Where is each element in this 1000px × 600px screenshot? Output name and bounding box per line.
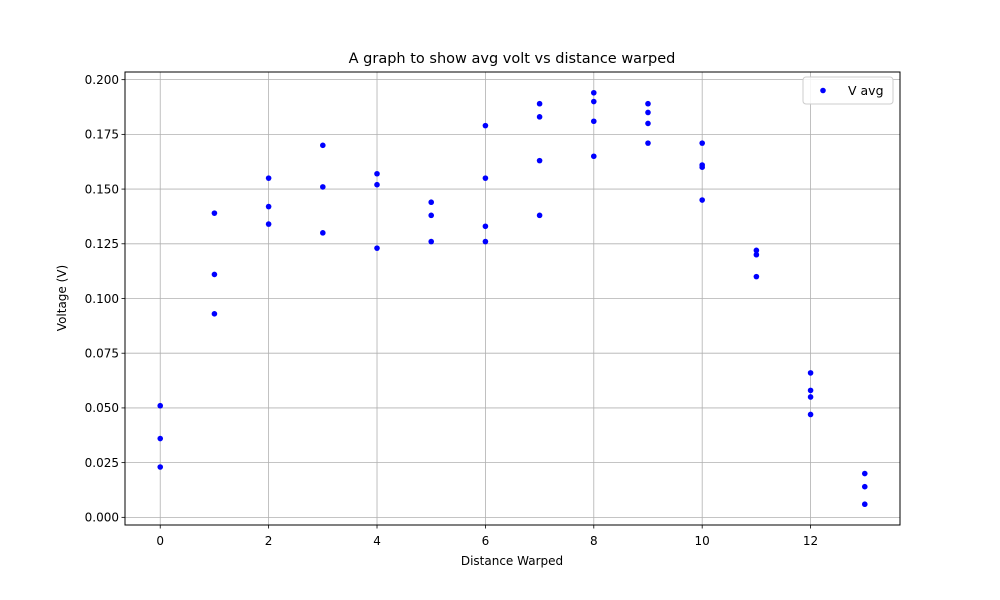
x-tick-label: 4 [373, 534, 381, 548]
data-point [320, 230, 326, 236]
legend: V avg [802, 76, 894, 105]
data-point [645, 120, 651, 127]
chart-title: A graph to show avg volt vs distance war… [349, 51, 676, 67]
data-point [645, 140, 651, 146]
data-point [428, 238, 435, 245]
data-point [265, 221, 272, 227]
data-point [374, 245, 380, 251]
data-point [211, 271, 218, 278]
data-point [265, 203, 272, 210]
data-point [807, 370, 814, 376]
data-point [861, 501, 868, 508]
x-tick-label: 10 [695, 534, 710, 548]
x-tick-label: 8 [590, 534, 598, 548]
data-point [699, 164, 705, 170]
y-tick-label: 0.125 [85, 237, 119, 251]
y-tick-label: 0.075 [85, 347, 119, 361]
data-point [428, 199, 435, 206]
data-point [265, 175, 272, 181]
legend-marker [820, 87, 826, 94]
y-tick-label: 0.025 [85, 456, 119, 470]
x-tick-label: 2 [265, 534, 273, 548]
data-point [536, 157, 543, 164]
data-point [699, 197, 705, 203]
data-point [590, 98, 597, 105]
data-point [753, 251, 760, 258]
data-point [211, 311, 218, 317]
data-point [753, 247, 760, 254]
y-tick-label: 0.050 [85, 401, 119, 415]
data-point [590, 153, 597, 160]
data-point [374, 181, 380, 188]
legend-box [802, 76, 894, 105]
data-point [482, 122, 489, 129]
data-point [590, 89, 597, 96]
data-point [157, 402, 164, 409]
data-point [320, 184, 326, 190]
data-point [320, 142, 326, 149]
data-point [374, 170, 380, 177]
data-point [157, 435, 164, 442]
data-point [807, 387, 814, 394]
data-point [645, 109, 651, 116]
x-tick-label: 12 [803, 534, 818, 548]
y-axis-ticks: 0.000 0.025 0.050 0.075 0.100 0.125 0.150 0.175… [85, 73, 125, 525]
data-point [536, 212, 543, 219]
y-tick-label: 0.100 [85, 292, 119, 306]
y-tick-label: 0.000 [85, 511, 119, 525]
data-point [861, 470, 868, 477]
data-point [536, 100, 543, 107]
data-point [536, 114, 543, 120]
grid-lines [125, 72, 900, 525]
data-point [807, 411, 814, 418]
data-point [211, 210, 218, 216]
data-point [157, 464, 164, 470]
data-point [482, 223, 489, 230]
x-tick-label: 0 [156, 534, 164, 548]
data-point [482, 238, 489, 245]
legend-label: V avg [848, 83, 884, 98]
data-point [645, 100, 651, 107]
data-point [807, 394, 814, 400]
data-point [861, 483, 868, 490]
data-point [753, 273, 760, 280]
y-axis-label: Voltage (V) [55, 265, 69, 331]
y-tick-label: 0.200 [85, 73, 119, 87]
x-axis-label: Distance Warped [461, 554, 563, 568]
data-point [590, 118, 597, 125]
y-tick-label: 0.175 [85, 128, 119, 142]
x-axis-ticks: 0 2 4 6 8 10 12 [156, 525, 818, 548]
data-point [482, 175, 489, 181]
x-tick-label: 6 [482, 534, 490, 548]
data-point [699, 140, 705, 146]
data-point [428, 212, 435, 219]
data-points [157, 89, 868, 508]
y-tick-label: 0.150 [85, 182, 119, 196]
